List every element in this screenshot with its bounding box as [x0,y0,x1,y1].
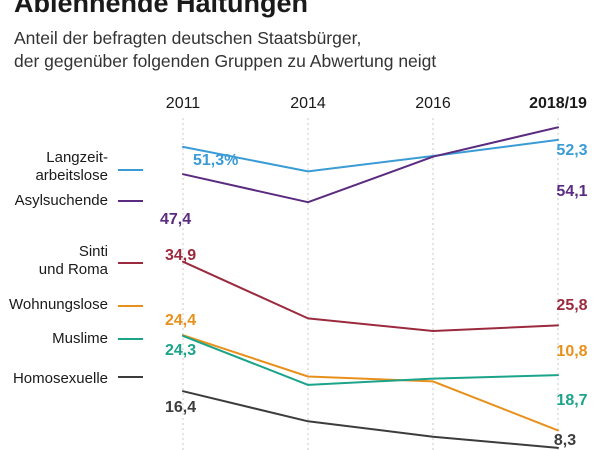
series-line-muslime [182,334,559,386]
legend-label-sinti-und-roma-line-2: und Roma [39,261,109,278]
data-label-start-langzeit-arbeitslose: 51,3% [193,152,238,169]
data-label-start-muslime: 24,3 [165,342,196,359]
data-label-start-sinti-und-roma: 34,9 [165,247,196,264]
series-line-homosexuelle [182,390,559,449]
legend-label-wohnungslose: Wohnungslose [9,296,108,313]
data-label-end-asylsuchende: 54,1 [556,183,587,200]
legend-label-langzeit-arbeitslose-line-1: Langzeit- [46,149,108,166]
x-tick-label-2014: 2014 [290,95,326,112]
legend-label-muslime: Muslime [52,330,108,347]
legend-label-sinti-und-roma-line-1: Sinti [79,243,108,260]
data-label-end-sinti-und-roma: 25,8 [556,297,587,314]
legend-label-homosexuelle: Homosexuelle [13,370,108,387]
chart-title: Ablehnende Haltungen [14,0,309,18]
legend-label-langzeit-arbeitslose-line-2: arbeitslose [35,167,108,184]
series-line-wohnungslose [182,334,559,432]
x-tick-label-2011: 2011 [166,95,201,112]
data-label-start-homosexuelle: 16,4 [165,399,196,416]
data-label-end-wohnungslose: 10,8 [556,343,587,360]
data-label-start-wohnungslose: 24,4 [165,312,196,329]
series-line-langzeit-arbeitslose [182,138,559,173]
subtitle-line-1: Anteil der befragten deutschen Staatsbür… [14,28,362,48]
series-line-sinti-und-roma [182,260,559,332]
series-line-asylsuchende [182,126,559,204]
x-tick-label-2016: 2016 [415,95,451,112]
x-tick-label-2018-19: 2018/19 [529,95,587,112]
subtitle-line-2: der gegenüber folgenden Gruppen zu Abwer… [14,51,437,71]
data-label-start-asylsuchende: 47,4 [160,211,191,228]
legend-label-asylsuchende: Asylsuchende [15,192,108,209]
chart-subtitle: Anteil der befragten deutschen Staatsbür… [14,27,436,73]
data-label-end-muslime: 18,7 [556,392,587,409]
data-label-end-homosexuelle: 8,3 [554,432,576,449]
data-label-end-langzeit-arbeitslose: 52,3 [556,142,587,159]
